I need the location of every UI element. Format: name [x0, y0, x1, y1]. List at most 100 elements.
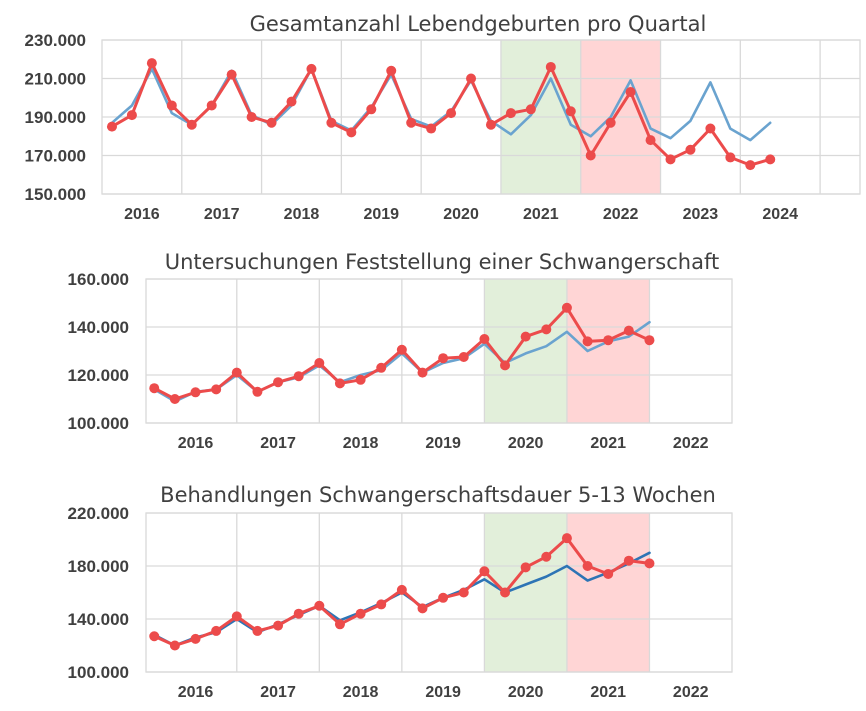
x-tick-label: 2024: [762, 206, 798, 223]
chart-behandlungen: Behandlungen Schwangerschaftsdauer 5-13 …: [68, 483, 733, 701]
data-point: [685, 144, 696, 155]
y-tick-label: 220.000: [68, 504, 129, 523]
data-point: [376, 599, 387, 610]
data-point: [326, 117, 337, 128]
data-point: [334, 619, 345, 630]
data-point: [623, 555, 634, 566]
data-point: [426, 123, 437, 134]
data-point: [314, 358, 325, 368]
x-tick-label: 2019: [425, 684, 461, 701]
data-point: [458, 587, 469, 598]
series-line-lebendgeburten: [110, 61, 772, 167]
x-tick-label: 2023: [683, 206, 719, 223]
data-point: [266, 117, 277, 128]
data-point: [585, 150, 596, 161]
y-tick-label: 170.000: [25, 147, 86, 166]
data-point: [438, 592, 449, 603]
data-point: [146, 58, 157, 69]
x-tick-label: 2021: [590, 684, 626, 701]
plot-frame: [145, 512, 733, 673]
data-point: [355, 374, 366, 385]
data-point: [293, 371, 304, 382]
data-point: [231, 611, 242, 622]
x-tick-label: 2022: [673, 684, 709, 701]
data-point: [126, 110, 137, 121]
x-tick-label: 2016: [124, 206, 160, 223]
x-tick-label: 2019: [425, 435, 461, 452]
band-green: [484, 513, 567, 672]
data-point: [386, 65, 397, 76]
data-point: [293, 608, 304, 619]
band-red: [566, 513, 650, 672]
data-point: [705, 123, 716, 134]
data-point: [525, 104, 536, 115]
data-point: [231, 367, 242, 378]
y-tick-label: 140.000: [68, 610, 129, 629]
x-tick-label: 2020: [508, 684, 544, 701]
data-point: [190, 387, 201, 398]
data-point: [246, 112, 257, 122]
data-point: [582, 336, 593, 347]
x-tick-label: 2021: [590, 435, 626, 452]
data-point: [520, 331, 531, 342]
x-tick-label: 2016: [178, 684, 214, 701]
data-point: [273, 620, 284, 631]
x-tick-label: 2022: [603, 206, 639, 223]
data-point: [190, 633, 201, 644]
data-point: [334, 378, 345, 389]
x-tick-label: 2020: [508, 435, 544, 452]
y-tick-label: 160.000: [68, 270, 129, 289]
chart-lebendgeburten: Gesamtanzahl Lebendgeburten pro Quartal 1…: [25, 12, 861, 223]
x-tick-label: 2022: [673, 435, 709, 452]
data-point: [206, 100, 217, 111]
data-point: [603, 568, 614, 579]
x-tick-label: 2019: [363, 206, 399, 223]
data-point: [605, 117, 616, 128]
band-red: [566, 279, 650, 423]
y-tick-label: 100.000: [68, 663, 129, 682]
data-point: [505, 108, 516, 119]
x-tick-label: 2018: [284, 206, 320, 223]
data-point: [665, 154, 676, 165]
data-point: [314, 600, 325, 611]
data-point: [458, 352, 469, 362]
data-point: [169, 394, 180, 404]
data-point: [545, 61, 556, 72]
data-point: [625, 86, 636, 97]
x-tick-label: 2018: [343, 435, 379, 452]
data-point: [376, 362, 387, 373]
data-point: [765, 154, 776, 165]
data-point: [211, 625, 222, 636]
x-tick-label: 2017: [204, 206, 240, 223]
y-tick-label: 140.000: [68, 318, 129, 337]
y-tick-label: 100.000: [68, 414, 129, 433]
data-point: [561, 302, 572, 313]
data-point: [417, 367, 428, 378]
data-point: [645, 135, 656, 146]
data-point: [346, 127, 357, 138]
chart-title: Gesamtanzahl Lebendgeburten pro Quartal: [250, 12, 707, 36]
data-point: [417, 603, 428, 614]
data-point: [745, 160, 756, 171]
data-point: [466, 73, 477, 84]
data-point: [603, 335, 614, 346]
data-point: [306, 63, 317, 74]
data-point: [623, 325, 634, 336]
data-point: [446, 108, 457, 119]
data-point: [169, 640, 180, 651]
data-point: [479, 566, 490, 577]
x-tick-label: 2016: [178, 435, 214, 452]
data-point: [166, 100, 177, 111]
data-point: [355, 608, 366, 619]
x-tick-label: 2017: [260, 435, 296, 452]
data-point: [252, 625, 263, 636]
chart-title: Behandlungen Schwangerschaftsdauer 5-13 …: [160, 483, 716, 507]
data-point: [541, 551, 552, 562]
data-point: [186, 119, 197, 130]
data-point: [226, 69, 237, 80]
data-point: [565, 106, 576, 117]
data-point: [485, 119, 496, 130]
y-tick-label: 150.000: [25, 185, 86, 204]
chart-title: Untersuchungen Feststellung einer Schwan…: [165, 250, 719, 274]
